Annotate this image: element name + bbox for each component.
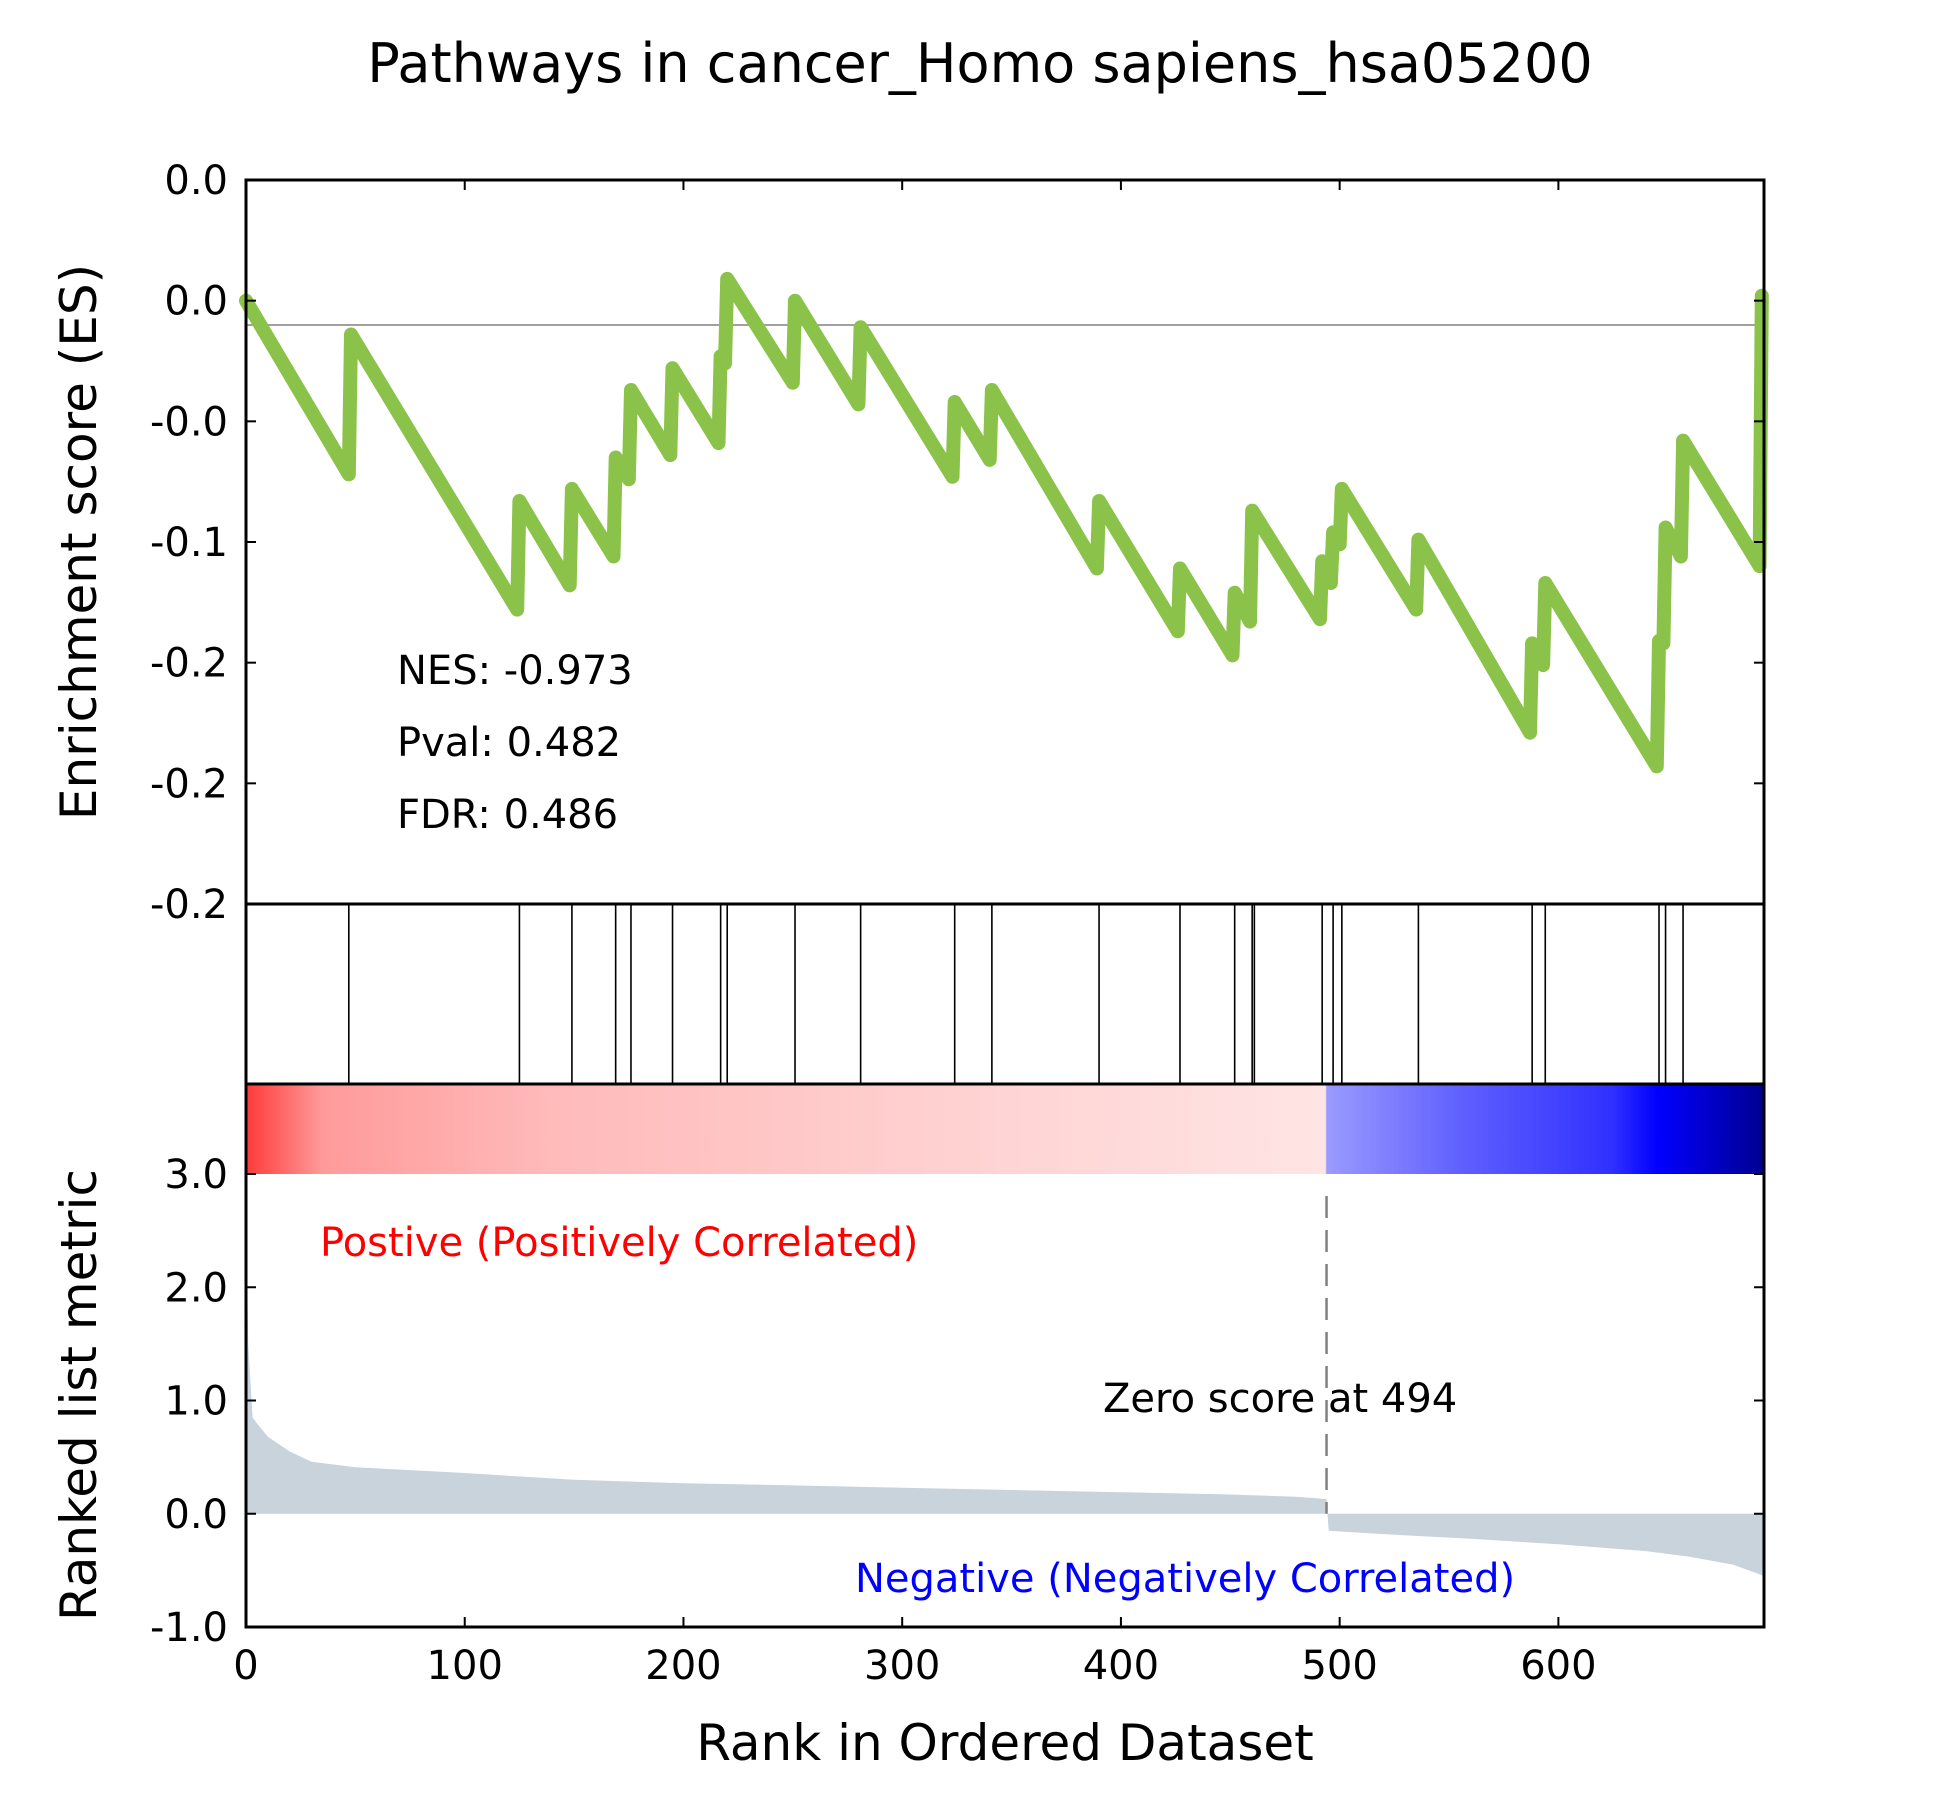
metric-panel-frame <box>244 1082 1766 1629</box>
x-tick-label: 300 <box>864 1643 940 1689</box>
es-y-tick-label: -0.2 <box>150 882 228 928</box>
x-tick-label: 200 <box>645 1643 721 1689</box>
es-curve <box>239 271 1769 774</box>
es-y-tick-label: -0.2 <box>150 641 228 687</box>
es-y-tick-label: -0.0 <box>150 399 228 445</box>
rank-color-bar <box>246 1084 1764 1174</box>
metric-y-axis-label: Ranked list metric <box>50 1169 108 1621</box>
hit-lines <box>348 904 1684 1084</box>
x-tick-label: 600 <box>1520 1643 1596 1689</box>
positive-label: Postive (Positively Correlated) <box>320 1220 918 1266</box>
negative-label: Negative (Negatively Correlated) <box>855 1556 1515 1602</box>
es-y-axis-label: Enrichment score (ES) <box>50 264 108 820</box>
metric-y-tick-label: -1.0 <box>150 1605 228 1651</box>
nes-annotation: NES: -0.973 <box>397 648 633 694</box>
metric-y-tick-label: 0.0 <box>164 1492 228 1538</box>
metric-y-tick-label: 3.0 <box>164 1152 228 1198</box>
es-y-ticks: 0.0 0.0 -0.0 -0.1 -0.2 -0.2 -0.2 <box>150 158 1764 928</box>
hits-panel-frame <box>244 902 1766 1086</box>
x-tick-label: 500 <box>1301 1643 1377 1689</box>
metric-panel: 3.0 2.0 1.0 0.0 -1.0 Ranked list metric Post… <box>50 1082 1766 1651</box>
es-y-tick-label: -0.1 <box>150 520 228 566</box>
fdr-annotation: FDR: 0.486 <box>397 792 618 838</box>
hits-panel <box>244 902 1766 1086</box>
es-y-tick-label: -0.2 <box>150 761 228 807</box>
metric-y-ticks: 3.0 2.0 1.0 0.0 -1.0 <box>150 1152 1764 1651</box>
es-y-tick-label: 0.0 <box>164 158 228 204</box>
x-axis-ticks: 0 100 200 300 400 500 600 <box>233 180 1597 1689</box>
zero-score-label: Zero score at 494 <box>1103 1376 1457 1422</box>
x-tick-label: 100 <box>427 1643 503 1689</box>
chart-title: Pathways in cancer_Homo sapiens_hsa05200 <box>367 32 1592 95</box>
x-axis-label: Rank in Ordered Dataset <box>696 1714 1313 1772</box>
x-tick-label: 400 <box>1083 1643 1159 1689</box>
x-tick-label: 0 <box>233 1643 258 1689</box>
metric-y-tick-label: 1.0 <box>164 1379 228 1425</box>
metric-y-tick-label: 2.0 <box>164 1265 228 1311</box>
pval-annotation: Pval: 0.482 <box>397 720 621 766</box>
metric-area <box>246 1185 1764 1576</box>
es-panel: 0.0 0.0 -0.0 -0.1 -0.2 -0.2 -0.2 Enrichment sc… <box>50 158 1769 928</box>
es-y-tick-label: 0.0 <box>164 279 228 325</box>
